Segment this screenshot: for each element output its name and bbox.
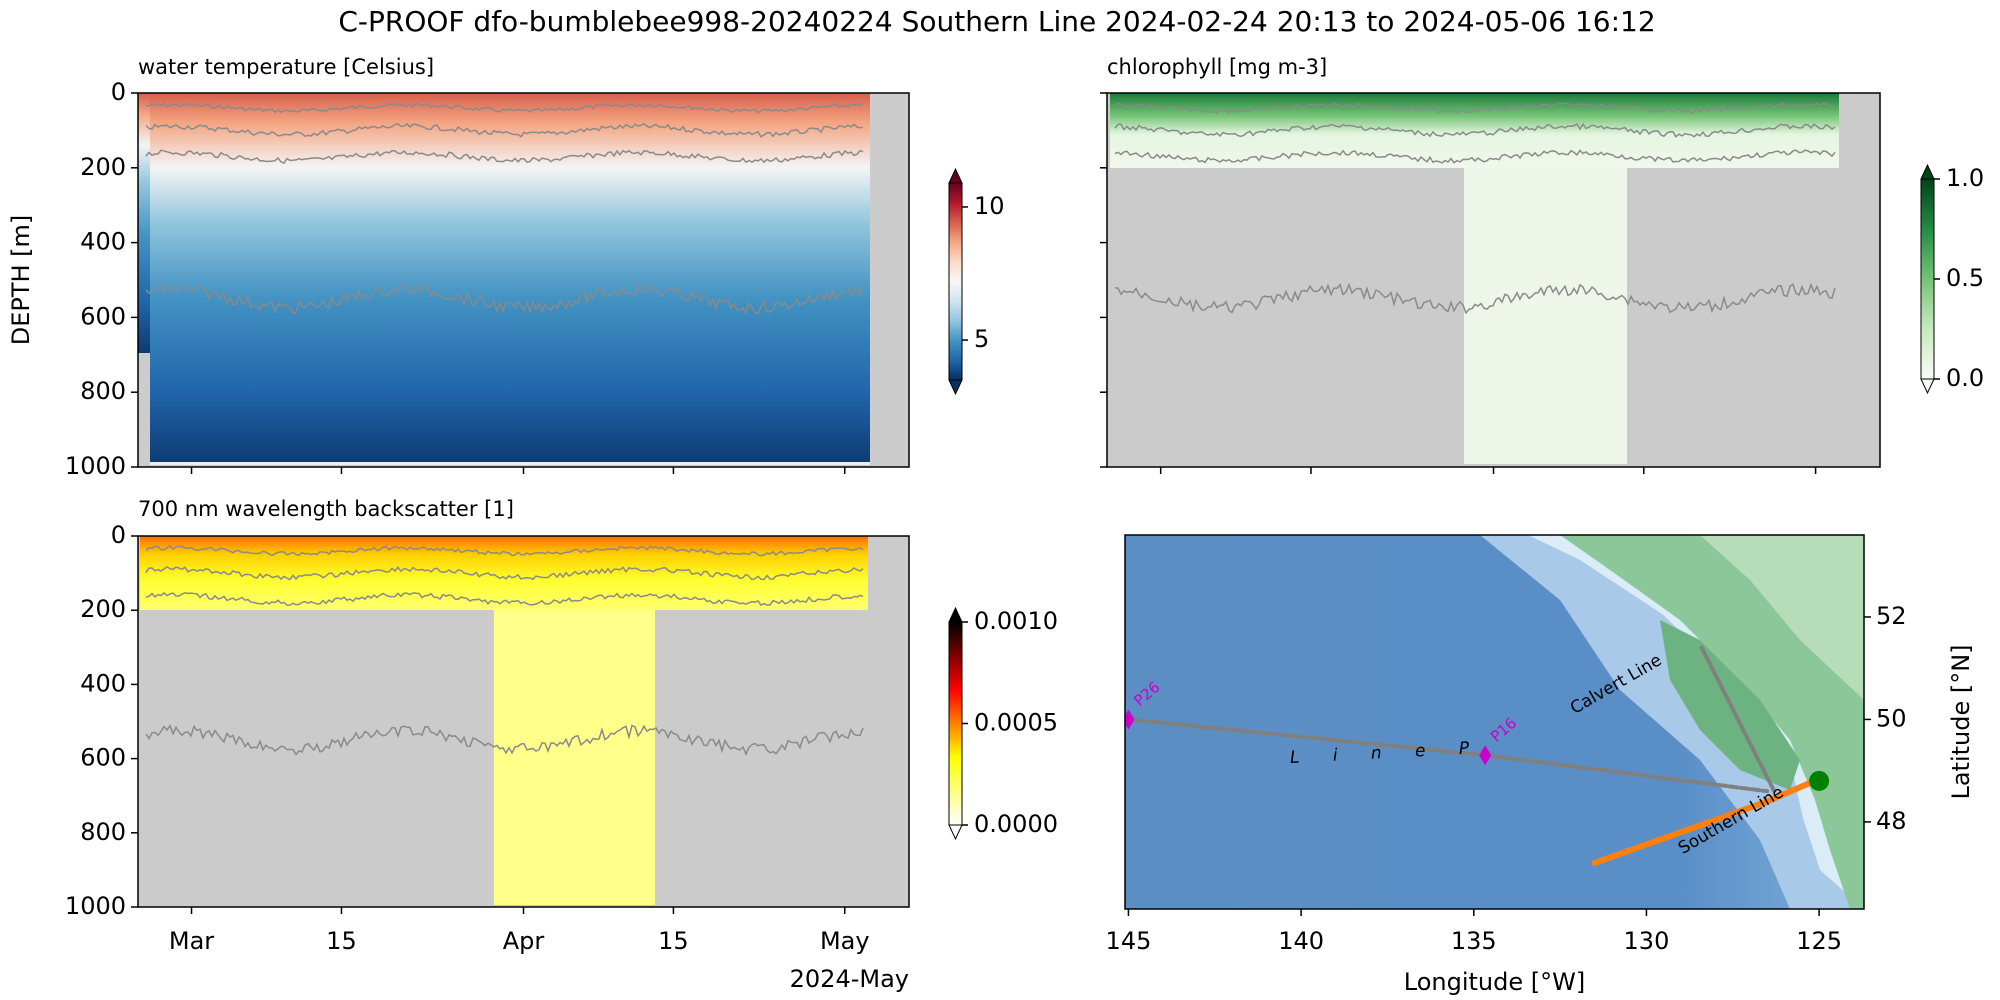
colorbar-tick-label: 0.0000 xyxy=(974,810,1058,838)
chlorophyll-image xyxy=(1107,93,1880,467)
axes-frame xyxy=(1124,534,1865,910)
y-tick-label: 200 xyxy=(80,595,126,623)
contour-line xyxy=(145,149,864,165)
contour-line xyxy=(145,122,864,138)
y-tick-label: 800 xyxy=(80,377,126,405)
colorbar xyxy=(948,182,963,381)
station-marker xyxy=(1479,745,1492,766)
x-tick-label: 130 xyxy=(1624,927,1670,955)
y-axis-label: DEPTH [m] xyxy=(7,215,35,346)
panel-title: chlorophyll [mg m-3] xyxy=(1107,55,1327,79)
colorbar-extend-top xyxy=(1920,163,1935,180)
y-tick-label: 0 xyxy=(111,78,126,106)
colorbar-tick-label: 5 xyxy=(974,325,989,353)
map-background xyxy=(1125,535,1864,909)
colorbar-extend-bottom xyxy=(948,824,963,841)
glider-position xyxy=(1809,770,1830,791)
x-offset-label: 2024-May xyxy=(790,965,909,993)
y-tick-label: 400 xyxy=(80,228,126,256)
contour-line xyxy=(145,282,864,315)
y-tick-label: 400 xyxy=(80,669,126,697)
panel-title: water temperature [Celsius] xyxy=(138,55,434,79)
colorbar xyxy=(948,621,963,826)
contour-line xyxy=(145,592,864,607)
contour-line xyxy=(1114,149,1836,164)
contour-line xyxy=(1114,282,1836,315)
y-tick-label: 1000 xyxy=(65,892,126,920)
track xyxy=(1591,780,1812,866)
x-tick-label: Apr xyxy=(503,927,545,955)
contour-line xyxy=(145,545,864,557)
colorbar-extend-top xyxy=(948,606,963,623)
x-tick-label: 15 xyxy=(326,927,357,955)
x-tick-label: 135 xyxy=(1451,927,1497,955)
x-tick-label: 125 xyxy=(1796,927,1842,955)
colorbar-tick-label: 0.0 xyxy=(1946,364,1984,392)
colorbar-extend-bottom xyxy=(948,379,963,396)
backscatter-image xyxy=(138,536,909,907)
figure-title: C-PROOF dfo-bumblebee998-20240224 Southe… xyxy=(338,5,1655,38)
y-tick-label: 50 xyxy=(1876,704,1907,732)
temperature-image xyxy=(138,93,909,467)
contour-line xyxy=(1114,122,1836,138)
y-tick-label: 600 xyxy=(80,302,126,330)
colorbar-tick-label: 1.0 xyxy=(1946,164,1984,192)
x-tick-label: 140 xyxy=(1278,927,1324,955)
x-tick-label: Mar xyxy=(169,927,214,955)
y-tick-label: 600 xyxy=(80,744,126,772)
contour-line xyxy=(145,723,864,757)
y-tick-label: 200 xyxy=(80,153,126,181)
colorbar-tick-label: 10 xyxy=(974,192,1005,220)
colorbar-tick-label: 0.0005 xyxy=(974,709,1058,737)
x-tick-label: 15 xyxy=(658,927,689,955)
colorbar-tick-label: 0.0010 xyxy=(974,607,1058,635)
contour-line xyxy=(145,565,864,581)
x-axis-label: Longitude [°W] xyxy=(1404,968,1585,996)
y-tick-label: 0 xyxy=(111,521,126,549)
colorbar-extend-bottom xyxy=(1920,378,1935,395)
y-axis-label: Latitude [°N] xyxy=(1947,644,1975,799)
colorbar-extend-top xyxy=(948,167,963,184)
contour-line xyxy=(1114,102,1836,114)
station-marker xyxy=(1125,709,1135,730)
colorbar xyxy=(1920,178,1935,380)
y-tick-label: 1000 xyxy=(65,452,126,480)
x-tick-label: May xyxy=(820,927,870,955)
y-tick-label: 48 xyxy=(1876,807,1907,835)
y-tick-label: 800 xyxy=(80,818,126,846)
y-tick-label: 52 xyxy=(1876,602,1907,630)
colorbar-tick-label: 0.5 xyxy=(1946,264,1984,292)
track xyxy=(1699,645,1777,794)
panel-title: 700 nm wavelength backscatter [1] xyxy=(138,497,514,521)
x-tick-label: 145 xyxy=(1106,927,1152,955)
contour-line xyxy=(145,102,864,114)
